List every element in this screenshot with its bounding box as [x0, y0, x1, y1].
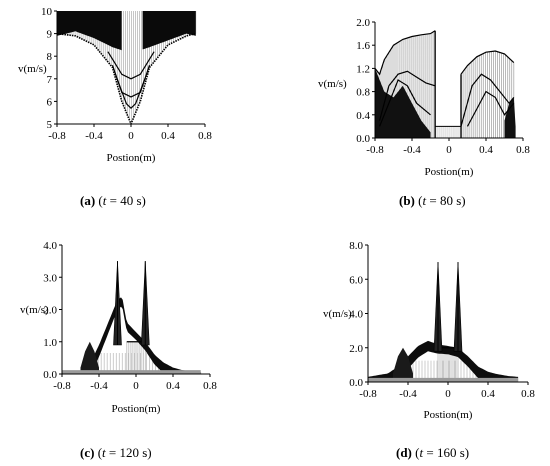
x-tick-label: 0 — [128, 130, 134, 142]
profile-curve — [460, 73, 515, 127]
caption-open: ( — [94, 445, 102, 460]
x-tick-label: -0.4 — [399, 388, 417, 400]
bump-band — [80, 341, 99, 374]
profile-curve — [379, 70, 436, 121]
baseline-band — [368, 377, 518, 382]
caption-time: = 120 s) — [106, 445, 152, 460]
x-tick-label: -0.8 — [359, 388, 377, 400]
profile-curve — [116, 78, 146, 110]
y-tick-label: 1.2 — [356, 63, 370, 75]
x-tick-label: -0.8 — [48, 130, 66, 142]
dense-line-band — [375, 68, 431, 138]
x-tick-label: 0.8 — [521, 388, 535, 400]
chart-panel-c: -0.8 -0.4 0 0.4 0.8 0.0 1.0 2.0 3.0 4.0 Postion(m)… — [20, 240, 217, 460]
x-tick-label: 0.8 — [516, 144, 530, 156]
x-tick-label: 0.4 — [481, 388, 495, 400]
y-tick-label: 8.0 — [349, 240, 363, 252]
x-axis-label: Postion(m) — [424, 409, 473, 421]
y-tick-label: 1.0 — [43, 337, 57, 349]
x-tick-label: 0 — [446, 144, 452, 156]
y-tick-label: 0.8 — [356, 87, 370, 99]
caption-var: t — [419, 445, 423, 460]
panel-caption: (d) (t = 160 s) — [396, 445, 469, 460]
x-axis-label: Postion(m) — [107, 152, 156, 164]
envelope-curve-left — [374, 30, 436, 76]
y-tick-label: 10 — [41, 6, 53, 18]
caption-var: t — [103, 193, 107, 208]
y-axis-label: v(m/s) — [18, 63, 47, 75]
y-tick-label: 6 — [47, 96, 53, 108]
profile-curve — [107, 51, 155, 80]
chart-panel-b: -0.8 -0.4 0 0.4 0.8 0.0 0.4 0.8 1.2 1.6 2.0 Postion… — [318, 17, 530, 208]
dense-line-band — [142, 11, 196, 50]
y-tick-label: 9 — [47, 29, 53, 41]
gray-hatch-gap — [434, 126, 462, 138]
y-tick-label: 4.0 — [43, 240, 57, 252]
x-axis-label: Postion(m) — [112, 403, 161, 415]
y-tick-label: 2.0 — [349, 343, 363, 355]
panel-letter: (a) — [80, 193, 95, 208]
profile-curve — [379, 79, 431, 127]
caption-time: = 40 s) — [106, 193, 145, 208]
x-tick-label: 0.8 — [198, 130, 212, 142]
caption-open: ( — [415, 193, 423, 208]
y-tick-label: 0.0 — [356, 133, 370, 145]
y-tick-label: 8 — [47, 51, 53, 63]
y-tick-label: 0.0 — [43, 369, 57, 381]
y-tick-label: 0.0 — [349, 377, 363, 389]
x-tick-label: -0.8 — [366, 144, 384, 156]
x-tick-label: -0.8 — [53, 380, 71, 392]
chart-panel-a: -0.8 -0.4 0 0.4 0.8 5 6 7 8 9 10 Postion(m) v(m/s) (a… — [18, 6, 212, 208]
x-tick-label: -0.4 — [403, 144, 421, 156]
dense-line-band — [57, 11, 122, 51]
dense-line-band — [62, 297, 201, 374]
x-tick-label: 0 — [445, 388, 451, 400]
caption-time: = 160 s) — [423, 445, 469, 460]
chart-panel-d: -0.8 -0.4 0 0.4 0.8 0.0 2.0 4.0 6.0 8.0 Postion(m)… — [323, 240, 535, 460]
y-tick-label: 0.4 — [356, 110, 370, 122]
y-tick-label: 3.0 — [43, 272, 57, 284]
x-tick-label: -0.4 — [90, 380, 108, 392]
caption-open: ( — [412, 445, 420, 460]
x-axis-label: Postion(m) — [425, 166, 474, 178]
y-tick-label: 6.0 — [349, 274, 363, 286]
panel-letter: (c) — [80, 445, 94, 460]
x-tick-label: -0.4 — [85, 130, 103, 142]
x-tick-label: 0.4 — [479, 144, 493, 156]
bump-band — [393, 347, 413, 382]
profile-curve — [466, 90, 515, 127]
y-tick-label: 7 — [47, 74, 53, 86]
baseline-band — [62, 370, 201, 374]
x-tick-label: 0.4 — [161, 130, 175, 142]
caption-var: t — [422, 193, 426, 208]
caption-time: = 80 s) — [426, 193, 465, 208]
panel-caption: (c) (t = 120 s) — [80, 445, 152, 460]
y-axis-label: v(m/s) — [20, 304, 49, 316]
x-tick-label: 0.4 — [166, 380, 180, 392]
caption-var: t — [102, 445, 106, 460]
y-tick-label: 2.0 — [356, 17, 370, 29]
envelope-curve — [56, 32, 196, 127]
y-tick-label: 4.0 — [349, 309, 363, 321]
panel-letter: (d) — [396, 445, 412, 460]
panel-letter: (b) — [399, 193, 415, 208]
dense-line-band — [504, 97, 516, 138]
y-tick-label: 1.6 — [356, 40, 370, 52]
y-axis-label: v(m/s) — [318, 78, 347, 90]
x-tick-label: 0.8 — [203, 380, 217, 392]
envelope-curve-right — [460, 50, 515, 75]
y-tick-label: 5 — [47, 119, 53, 131]
panel-caption: (a) (t = 40 s) — [80, 193, 146, 208]
panel-caption: (b) (t = 80 s) — [399, 193, 466, 208]
caption-open: ( — [95, 193, 103, 208]
x-tick-label: 0 — [133, 380, 139, 392]
y-axis-label: v(m/s) — [323, 308, 352, 320]
y-tick-label: 2.0 — [43, 305, 57, 317]
